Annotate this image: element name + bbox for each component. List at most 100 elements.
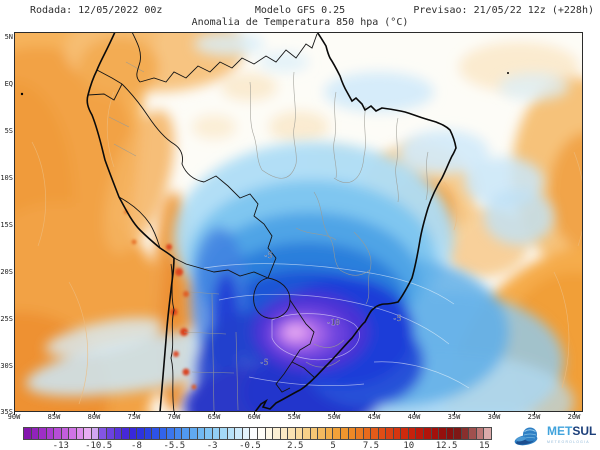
colorbar-label--10.5: -10.5 [85,441,113,450]
lon-tickmark [214,412,215,415]
lon-tickmark [334,412,335,415]
colorbar-cell [393,428,402,439]
cold-contour-lines [203,263,470,389]
cold-anomaly-shading [25,32,574,412]
anomaly-field-map: -5 -10 -5 -5 [14,32,583,412]
lon-tickmark [14,412,15,415]
colorbar-cell [265,428,274,439]
colorbar-label-10: 10 [403,441,415,450]
colorbar-cell [318,428,326,439]
colorbar-cell [340,428,349,439]
lon-tickmark [294,412,295,415]
logo-text-met: MET [547,424,573,438]
colorbar-cell [190,428,198,439]
lat-tick-20S: 20S [0,268,13,276]
lon-tickmark [374,412,375,415]
lon-tickmark [54,412,55,415]
colorbar-cell [122,428,130,439]
colorbar-cell [280,428,289,439]
lon-tickmark [454,412,455,415]
colorbar-cell [416,428,424,439]
colorbar-cell [363,428,372,439]
lon-tick-40W: 40W [407,413,421,421]
contour-label: -5 [259,358,268,367]
lon-tick-85W: 85W [47,413,61,421]
colorbar-cell [273,428,281,439]
colorbar-label-5: 5 [330,441,336,450]
run-label: Rodada: 12/05/2022 00z [30,5,163,16]
lon-tickmark [494,412,495,415]
colorbar-cell [325,428,334,439]
lon-tickmark [414,412,415,415]
colorbar-cell [469,428,477,439]
lon-tick-35W: 35W [447,413,461,421]
colorbar-cell [61,428,70,439]
lon-tick-70W: 70W [167,413,181,421]
colorbar-cell [461,428,470,439]
lon-tickmark [574,412,575,415]
lon-tickmark [134,412,135,415]
colorbar-cell [356,428,364,439]
contour-label: -5 [263,251,272,260]
colorbar-cell [31,428,40,439]
lat-tick-25S: 25S [0,315,13,323]
temperature-anomaly-colorbar [23,427,492,440]
colorbar-cell [484,428,491,439]
colorbar-cell [159,428,168,439]
colorbar-cell [423,428,432,439]
colorbar-cell [348,428,357,439]
map-title: Anomalia de Temperatura 850 hpa (°C) [191,17,409,28]
coastline [20,32,509,412]
colorbar-label-12.5: 12.5 [435,441,458,450]
lon-tickmark [254,412,255,415]
colorbar-label--3: -3 [206,441,218,450]
state-borders [108,61,429,412]
colorbar-cell [46,428,55,439]
colorbar-cell [197,428,206,439]
colorbar-cell [152,428,160,439]
colorbar-cell [54,428,62,439]
lon-tick-65W: 65W [207,413,221,421]
lon-tick-50W: 50W [327,413,341,421]
colorbar-cell [439,428,447,439]
warm-contour-lines [31,91,583,405]
contour-label: -5 [392,314,401,323]
colorbar-label--8: -8 [131,441,142,450]
colorbar-cell [235,428,243,439]
lat-tick-EQ: EQ [4,80,13,88]
colorbar-cell [333,428,341,439]
colorbar-label-2.5: 2.5 [287,441,304,450]
colorbar-cell [408,428,417,439]
colorbar-cell [114,428,123,439]
lon-tick-45W: 45W [367,413,381,421]
lat-tick-35S: 35S [0,408,13,416]
colorbar-cell [69,428,77,439]
colorbar-cell [371,428,379,439]
lat-tick-10S: 10S [0,174,13,182]
map-canvas: -5 -10 -5 -5 [14,32,583,412]
colorbar-cell [220,428,228,439]
colorbar-cell [137,428,145,439]
colorbar-cell [84,428,92,439]
colorbar-cell [182,428,191,439]
model-label: Modelo GFS 0.25 [254,5,346,16]
colorbar-cell [76,428,85,439]
colorbar-label--13: -13 [52,441,69,450]
colorbar-cell [431,428,440,439]
lon-tick-80W: 80W [87,413,101,421]
colorbar-cell [242,428,251,439]
colorbar-cell [401,428,409,439]
colorbar-cell [303,428,311,439]
colorbar-cell [91,428,100,439]
colorbar-cell [446,428,455,439]
contour-label-layer: -5 -10 -5 -5 [259,251,401,367]
lat-tick-5N: 5N [4,33,13,41]
colorbar-cell [378,428,387,439]
lon-tick-60W: 60W [247,413,261,421]
contour-label: -10 [326,318,340,327]
lon-tick-55W: 55W [287,413,301,421]
lon-tick-25W: 25W [527,413,541,421]
colorbar-cell [454,428,462,439]
colorbar-cell [99,428,108,439]
